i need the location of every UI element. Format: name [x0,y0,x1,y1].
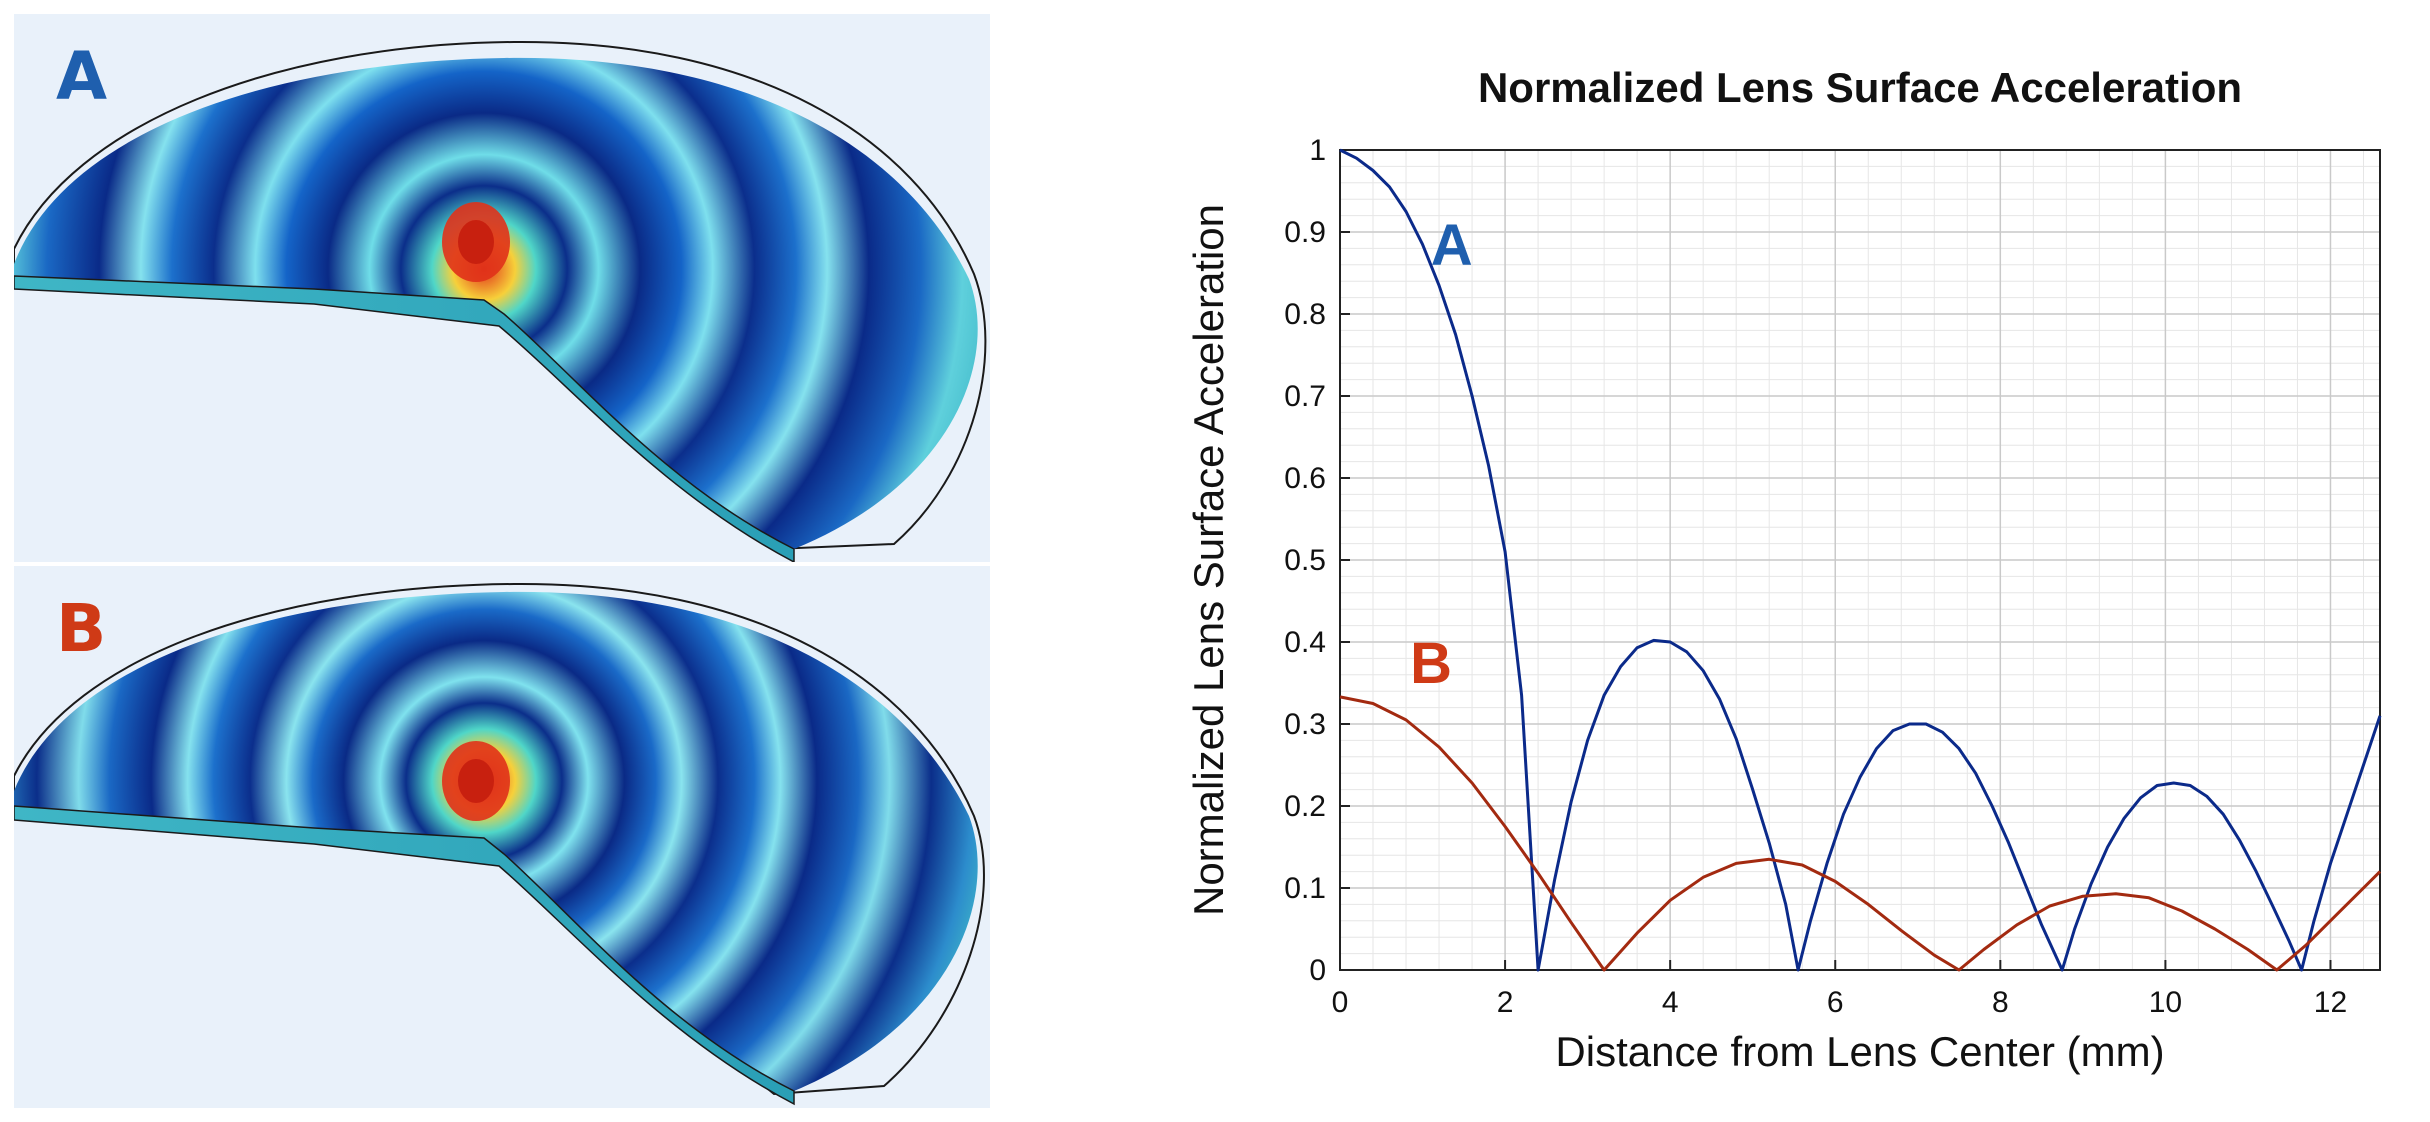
y-tick-label: 0.2 [1284,790,1326,823]
y-tick-label: 0.6 [1284,462,1326,495]
series-line-b [1339,695,2382,972]
y-tick-label: 0.3 [1284,708,1326,741]
x-tick-label: 12 [2314,986,2347,1019]
lens-surface-render-b [14,582,985,1106]
y-tick-label: 0.8 [1284,298,1326,331]
x-tick-label: 8 [1992,986,2009,1019]
x-tick-label: 2 [1497,986,1514,1019]
x-axis-ticks: 0 2 4 6 8 10 12 [1332,960,2347,1019]
acceleration-chart: Normalized Lens Surface Acceleration 0 2 4… [1185,64,2382,1075]
y-tick-label: 1 [1309,134,1326,167]
y-tick-label: 0 [1309,954,1326,987]
x-axis-label: Distance from Lens Center (mm) [1555,1028,2164,1075]
x-tick-label: 6 [1827,986,1844,1019]
y-tick-label: 0.9 [1284,216,1326,249]
panel-label-a: A [56,38,108,115]
y-tick-label: 0.4 [1284,626,1326,659]
y-tick-label: 0.7 [1284,380,1326,413]
simulation-panel-b: B [14,566,990,1108]
y-tick-label: 0.1 [1284,872,1326,905]
chart-major-grid [1339,149,2380,971]
series-label-b: B [1410,631,1452,696]
y-axis-label: Normalized Lens Surface Acceleration [1185,204,1232,916]
x-tick-label: 10 [2149,986,2182,1019]
y-tick-label: 0.5 [1284,544,1326,577]
chart-title: Normalized Lens Surface Acceleration [1478,64,2242,111]
y-axis-ticks: 0 0.1 0.2 0.3 0.4 0.5 0.6 0.7 0.8 0.9 1 [1284,134,1350,987]
x-tick-label: 4 [1662,986,1679,1019]
lens-surface-render-a [14,40,987,562]
x-tick-label: 0 [1332,986,1349,1019]
chart-series [1339,148,2382,972]
simulation-panel-a: A [14,14,990,562]
series-line-a [1339,148,2382,972]
series-label-a: A [1431,213,1473,278]
panel-label-b: B [56,590,107,667]
